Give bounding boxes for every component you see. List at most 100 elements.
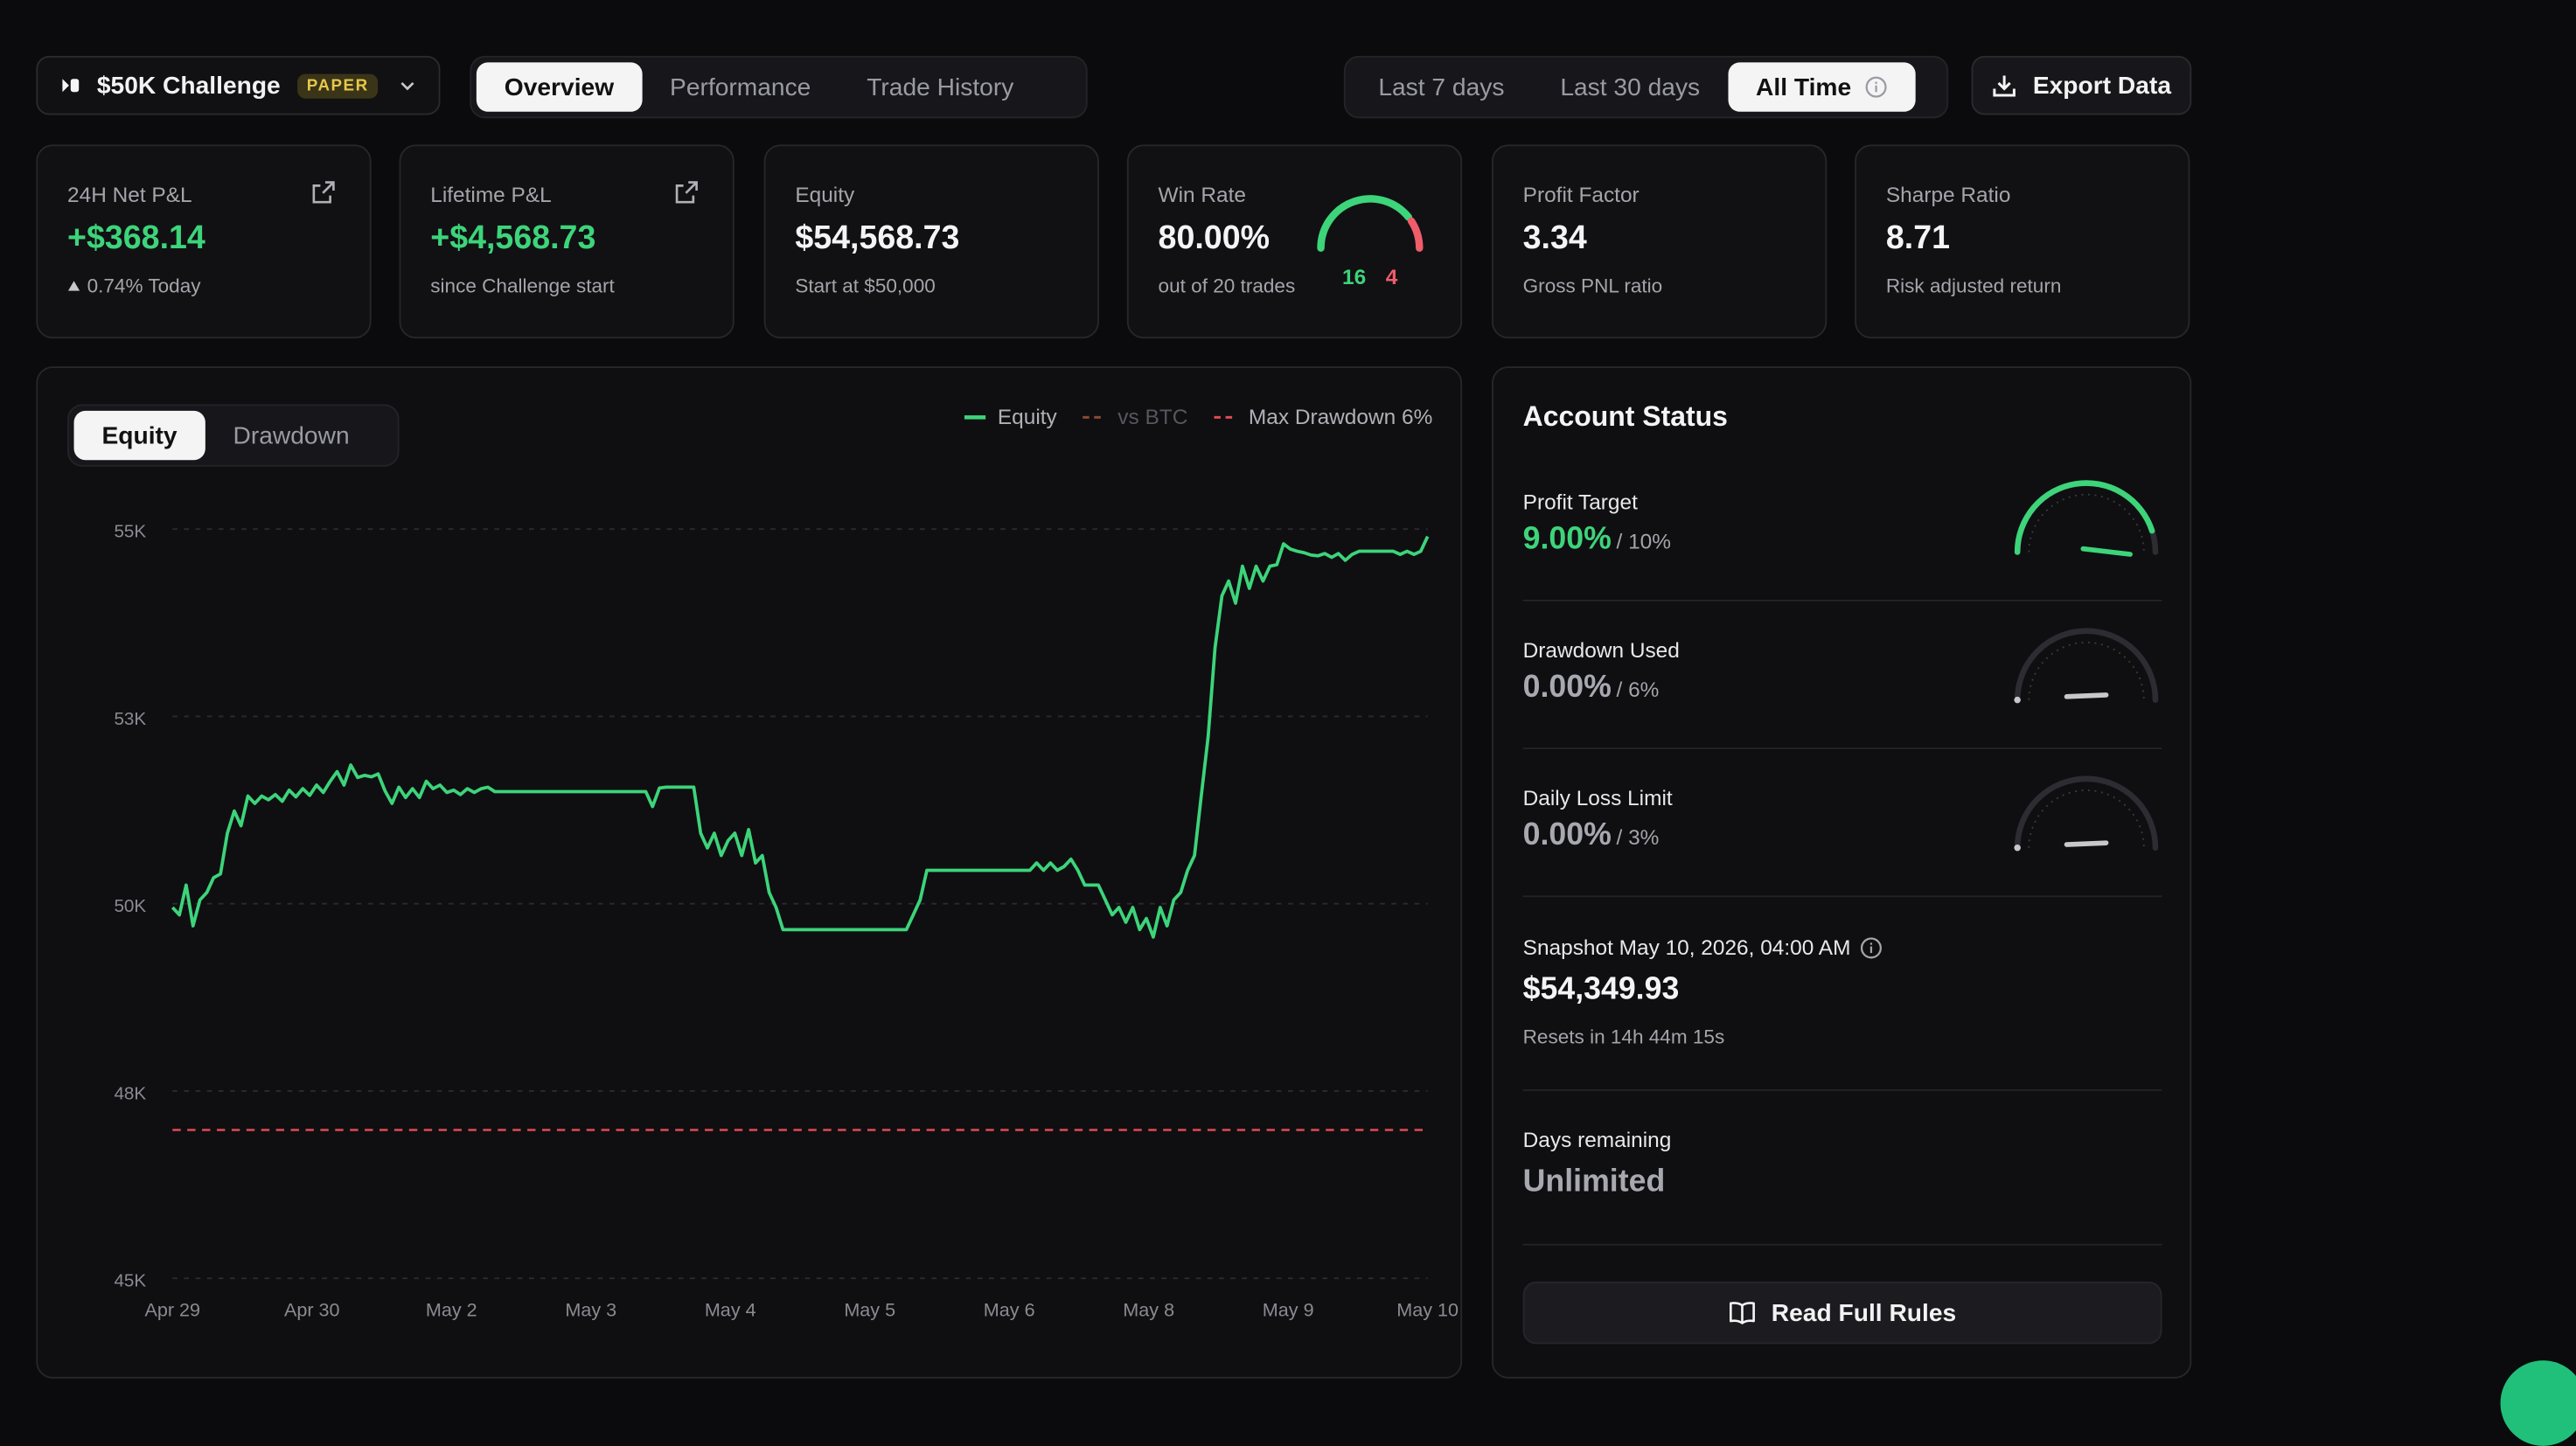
gauge-fill xyxy=(2014,480,2155,555)
book-open-icon xyxy=(1730,1302,1756,1324)
snapshot-label-row: Snapshot May 10, 2026, 04:00 AM xyxy=(1523,935,2162,960)
wins-count: 16 xyxy=(1341,264,1367,289)
gauge-track xyxy=(2014,628,2159,703)
external-link-icon[interactable] xyxy=(310,179,337,205)
time-range-tabs: Last 7 days Last 30 days All Time xyxy=(1343,55,1949,119)
account-selector[interactable]: $50K Challenge PAPER xyxy=(36,55,441,115)
equity-chart-panel: 55K 53K 50K 48K 45K Apr 29 Apr 30 May 2 May 3 Ma… xyxy=(36,366,1463,1379)
x-tick-label: Apr 30 xyxy=(284,1298,340,1320)
card-equity: Equity $54,568.73 Start at $50,000 xyxy=(763,144,1099,339)
x-tick-label: May 2 xyxy=(426,1298,477,1320)
loss-arc xyxy=(1407,217,1424,253)
losses-count: 4 xyxy=(1385,264,1398,289)
info-icon[interactable] xyxy=(1861,935,1883,958)
tab-all-time[interactable]: All Time xyxy=(1728,62,1916,112)
card-sub: Gross PNL ratio xyxy=(1522,274,1663,298)
tab-last-30-days[interactable]: Last 30 days xyxy=(1560,73,1701,101)
equity-chart: 55K 53K 50K 48K 45K Apr 29 Apr 30 May 2 May 3 Ma… xyxy=(114,522,1459,1321)
read-full-rules-label: Read Full Rules xyxy=(1771,1298,1957,1327)
gauge-needle xyxy=(2064,692,2109,699)
x-tick-label: May 4 xyxy=(705,1298,756,1320)
snapshot-value: $54,349.93 xyxy=(1522,972,1680,1008)
card-sub: out of 20 trades xyxy=(1158,274,1296,298)
x-tick-label: Apr 29 xyxy=(144,1298,200,1320)
tab-performance[interactable]: Performance xyxy=(670,73,811,101)
card-value: +$368.14 xyxy=(67,219,205,257)
gauge-needle xyxy=(2064,840,2109,847)
legend-equity-label: Equity xyxy=(997,404,1057,429)
gauge-ticks xyxy=(2028,789,2145,848)
drawdown-used-row: Drawdown Used 0.00%/ 6% xyxy=(1522,628,2162,750)
card-label: 24H Net P&L xyxy=(67,182,192,207)
card-value: 8.71 xyxy=(1885,219,1951,257)
tab-equity[interactable]: Equity xyxy=(73,410,205,461)
card-value: +$4,568.73 xyxy=(430,219,596,257)
profit-target-row: Profit Target 9.00%/ 10% xyxy=(1522,480,2162,601)
gauge-start-dot xyxy=(2014,696,2021,704)
dashboard: $50K Challenge PAPER Overview Performanc… xyxy=(36,55,2576,1446)
x-tick-label: May 10 xyxy=(1396,1298,1459,1320)
legend-equity[interactable]: Equity xyxy=(964,404,1057,429)
card-label: Equity xyxy=(795,182,855,207)
drawdown-used-value: 0.00%/ 6% xyxy=(1523,671,2162,706)
snapshot-reset-timer: Resets in 14h 44m 15s xyxy=(1522,1025,1725,1049)
card-sub-text: 0.74% Today xyxy=(87,274,201,298)
card-lifetime-pnl: Lifetime P&L +$4,568.73 since Challenge … xyxy=(399,144,735,339)
x-tick-label: May 6 xyxy=(984,1298,1035,1320)
y-tick-label: 45K xyxy=(114,1271,146,1291)
gauge-start-dot xyxy=(2014,845,2021,852)
chart-tabs: Equity Drawdown xyxy=(67,404,400,467)
tab-last-7-days[interactable]: Last 7 days xyxy=(1378,73,1505,101)
chevron-down-icon xyxy=(400,81,414,91)
read-full-rules-button[interactable]: Read Full Rules xyxy=(1522,1281,2162,1345)
info-icon xyxy=(1865,76,1887,98)
y-tick-label: 48K xyxy=(114,1083,146,1103)
card-win-rate: Win Rate 80.00% out of 20 trades 16 4 xyxy=(1126,144,1463,339)
card-label: Sharpe Ratio xyxy=(1885,182,2011,207)
triangle-up-icon xyxy=(67,281,80,291)
tab-drawdown[interactable]: Drawdown xyxy=(233,421,350,450)
card-profit-factor: Profit Factor 3.34 Gross PNL ratio xyxy=(1491,144,1828,339)
card-sub: Risk adjusted return xyxy=(1885,274,2062,298)
stat-cards: 24H Net P&L +$368.14 0.74% Today Lifetim… xyxy=(36,144,2191,339)
account-name: $50K Challenge xyxy=(96,71,281,100)
card-24h-pnl: 24H Net P&L +$368.14 0.74% Today xyxy=(36,144,372,339)
profit-target-gauge xyxy=(2014,480,2159,557)
daily-loss-limit-value: 0.00%/ 3% xyxy=(1523,818,2162,854)
chart-legend: Equity vs BTC Max Drawdown 6% xyxy=(964,404,1433,429)
win-arc xyxy=(1317,195,1413,253)
daily-loss-limit: / 3% xyxy=(1616,824,1660,850)
account-status-panel: Account Status Profit Target 9.00%/ 10% … xyxy=(1491,366,2192,1379)
x-tick-label: May 5 xyxy=(844,1298,895,1320)
profit-target-label: Profit Target xyxy=(1522,490,1638,515)
gauge-track xyxy=(2014,480,2159,555)
legend-btc[interactable]: vs BTC xyxy=(1083,404,1187,429)
card-sharpe-ratio: Sharpe Ratio 8.71 Risk adjusted return xyxy=(1855,144,2190,339)
gauge-ticks xyxy=(2028,493,2145,553)
card-value: $54,568.73 xyxy=(795,219,960,257)
legend-drawdown[interactable]: Max Drawdown 6% xyxy=(1214,404,1433,429)
top-bar: $50K Challenge PAPER Overview Performanc… xyxy=(36,55,2192,119)
legend-drawdown-swatch xyxy=(1214,414,1237,418)
win-rate-gauge xyxy=(1317,195,1424,253)
y-tick-label: 55K xyxy=(114,522,146,542)
gauge-needle xyxy=(2080,546,2133,557)
y-tick-label: 50K xyxy=(114,896,146,916)
chat-support-button[interactable] xyxy=(2500,1360,2576,1446)
legend-drawdown-label: Max Drawdown 6% xyxy=(1248,404,1433,429)
legend-equity-swatch xyxy=(964,414,986,419)
card-sub: Start at $50,000 xyxy=(795,274,936,298)
daily-loss-percent: 0.00% xyxy=(1522,817,1612,853)
equity-series-line xyxy=(171,535,1430,939)
external-link-icon[interactable] xyxy=(673,179,700,205)
x-tick-label: May 3 xyxy=(565,1298,616,1320)
tab-trade-history[interactable]: Trade History xyxy=(867,73,1014,101)
daily-loss-limit-label: Daily Loss Limit xyxy=(1522,785,1673,810)
export-data-button[interactable]: Export Data xyxy=(1971,55,2192,115)
card-label: Lifetime P&L xyxy=(430,182,552,207)
card-label: Profit Factor xyxy=(1522,182,1640,207)
tab-overview[interactable]: Overview xyxy=(476,62,643,112)
card-label: Win Rate xyxy=(1158,182,1247,207)
gauge-track xyxy=(2014,775,2159,852)
drawdown-used-limit: / 6% xyxy=(1616,677,1660,702)
